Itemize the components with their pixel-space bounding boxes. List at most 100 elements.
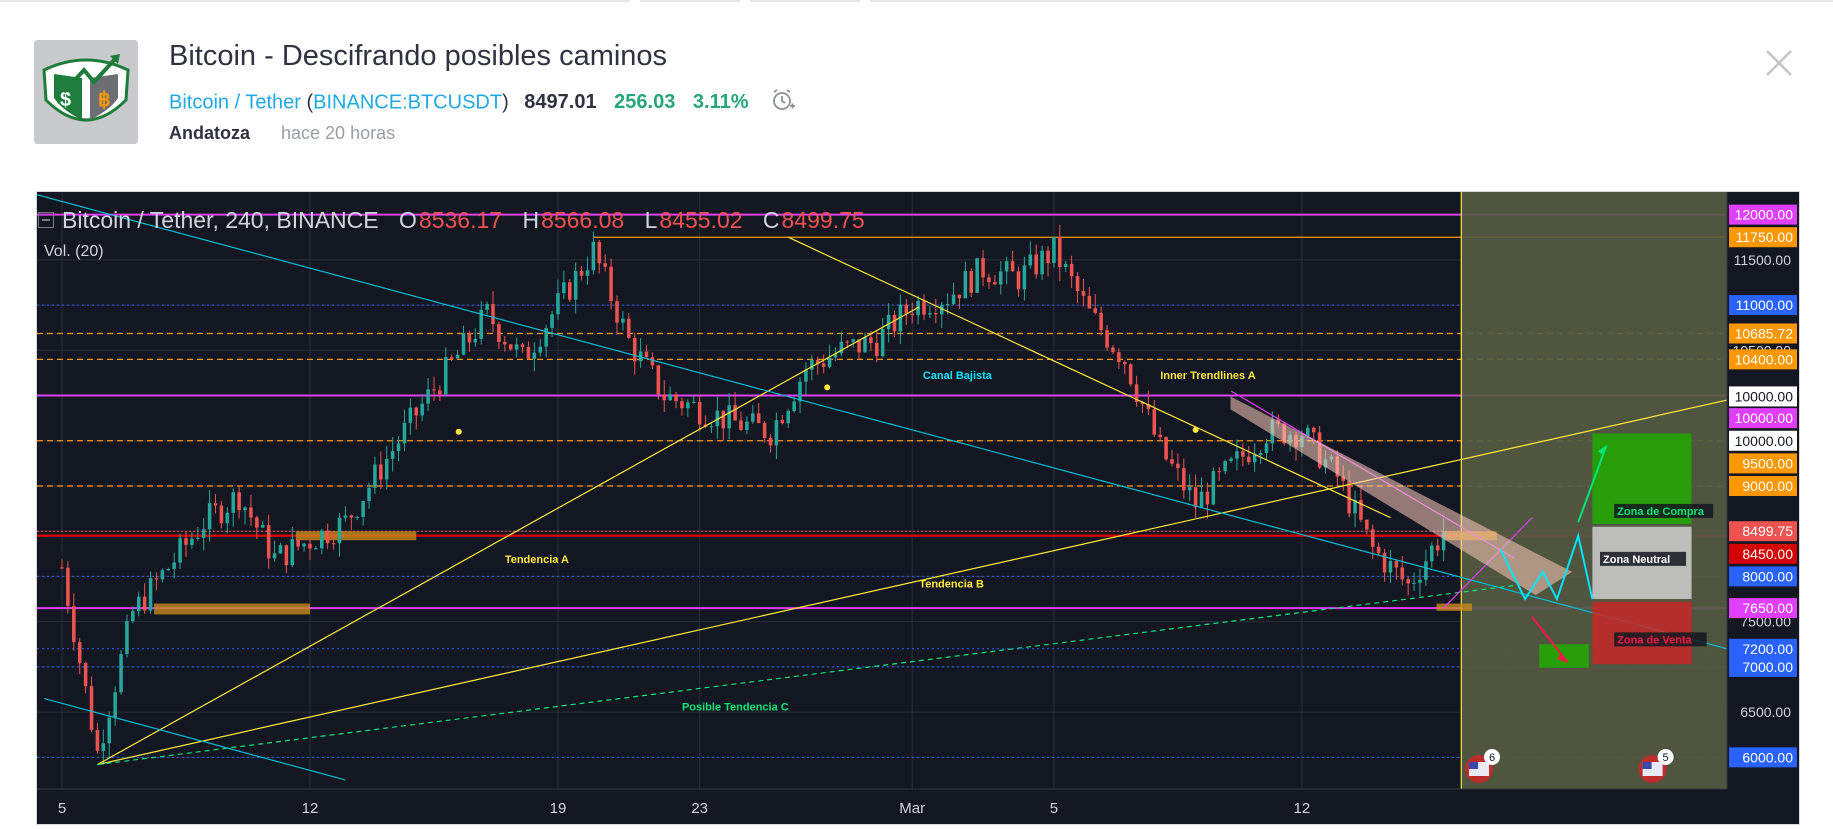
candle-body: [963, 271, 968, 299]
candle-body: [928, 313, 932, 315]
price-tag-label: 9000.00: [1742, 478, 1793, 494]
candle-body: [136, 596, 141, 612]
close-button[interactable]: [1759, 43, 1799, 83]
candle-body: [1146, 404, 1151, 410]
event-count: 6: [1489, 752, 1495, 764]
alarm-clock-icon[interactable]: [770, 87, 796, 119]
candle-body: [131, 611, 135, 622]
candle-body: [219, 505, 224, 524]
candle-body: [556, 293, 560, 315]
candle-body: [632, 337, 637, 362]
price-tag-label: 11000.00: [1736, 297, 1794, 313]
collapse-icon[interactable]: [38, 211, 54, 228]
candle-body: [1022, 265, 1027, 290]
marker-dot: [824, 384, 831, 391]
candle-body: [320, 530, 324, 549]
candle-body: [1435, 545, 1440, 551]
candle-body: [266, 525, 271, 559]
candle-body: [1400, 567, 1405, 580]
candle-body: [213, 503, 218, 506]
candle-body: [1424, 561, 1428, 580]
author-name[interactable]: Andatoza: [169, 123, 250, 143]
candle-body: [343, 515, 348, 518]
support-box: [154, 603, 310, 615]
candle-body: [361, 501, 365, 517]
inner-trendline-upper: [787, 236, 1391, 519]
candle-body: [1111, 347, 1115, 353]
candle-body: [278, 545, 283, 554]
candle-body: [1099, 312, 1103, 331]
candle-body: [1376, 546, 1381, 554]
candle-body: [573, 271, 578, 300]
candle-body: [196, 537, 200, 539]
candle-body: [396, 443, 401, 452]
idea-header: $ ฿ Bitcoin - Descifrando posibles camin…: [34, 38, 1794, 158]
candle-body: [260, 525, 265, 528]
candle-body: [1341, 476, 1345, 481]
candle-body: [325, 530, 330, 544]
candle-body: [520, 344, 525, 348]
candle-body: [467, 333, 472, 343]
candle-body: [1347, 480, 1351, 514]
price-tag-label: 10000.00: [1735, 433, 1794, 449]
price-axis: 11500.0010500.009500.008000.007500.00650…: [1726, 192, 1799, 824]
candle-body: [526, 347, 531, 359]
chart-annotation: Canal Bajista: [923, 370, 993, 382]
candle-body: [969, 271, 974, 293]
candle-body: [1229, 458, 1233, 462]
candle-body: [237, 492, 241, 511]
candle-body: [107, 717, 112, 744]
candle-body: [762, 423, 767, 439]
legend-low-value: 8455.02: [659, 207, 743, 233]
price-tag-label: 7200.00: [1742, 641, 1793, 657]
candle-body: [77, 642, 82, 663]
candle-body: [567, 282, 572, 300]
candle-body: [1040, 250, 1044, 275]
candle-body: [1093, 308, 1098, 313]
candle-body: [544, 327, 548, 347]
flag-icon-canton: [1642, 762, 1652, 769]
candle-body: [66, 567, 70, 607]
candle-body: [1382, 553, 1387, 573]
chart-annotation: Zona Neutral: [1603, 554, 1670, 566]
candle-body: [886, 314, 891, 330]
price-chart[interactable]: Canal Bajista Inner Trendlines A Tendencia…: [26, 191, 1799, 824]
candle-body: [497, 324, 501, 342]
zone-label-bg: [1614, 503, 1714, 518]
candle-body: [485, 303, 489, 310]
candle-body: [1246, 456, 1251, 463]
candle-body: [113, 692, 117, 718]
candle-body: [231, 492, 235, 513]
candle-body: [491, 303, 495, 325]
chart-container[interactable]: Canal Bajista Inner Trendlines A Tendencia…: [26, 191, 1800, 825]
price-change: 256.03: [614, 91, 676, 114]
drawing-layer-over: [26, 191, 1728, 781]
support-box: [295, 531, 417, 541]
candle-body: [444, 357, 448, 395]
price-tag: [1729, 453, 1797, 474]
top-border: [0, 0, 1833, 2]
price-tag: [1729, 204, 1797, 225]
candle-body: [1199, 491, 1204, 508]
candle-body: [83, 662, 88, 687]
price-tag-label: 9500.00: [1742, 455, 1793, 471]
neutral-path-arrow: [1499, 532, 1594, 602]
candle-body: [1128, 364, 1133, 385]
channel-line-upper: [26, 191, 1728, 650]
symbol-link[interactable]: Bitcoin / Tether: [169, 91, 301, 114]
ticker-link[interactable]: BINANCE:BTCUSDT: [313, 91, 503, 114]
candle-body: [101, 743, 106, 751]
candle-body: [650, 357, 655, 366]
candle-body: [1004, 261, 1009, 272]
candle-body: [591, 241, 596, 271]
time-axis: 5 12 19 23 Mar 5 12: [37, 788, 1799, 824]
candle-body: [1046, 250, 1050, 264]
candle-body: [367, 487, 371, 502]
candle-body: [1252, 455, 1257, 463]
candle-body: [532, 352, 537, 359]
price-tag-label: 12000.00: [1735, 207, 1794, 223]
candle-body: [727, 405, 731, 429]
candle-body: [1258, 453, 1263, 456]
author-avatar[interactable]: $ ฿: [34, 40, 138, 144]
price-tag-label: 8450.00: [1742, 546, 1793, 562]
